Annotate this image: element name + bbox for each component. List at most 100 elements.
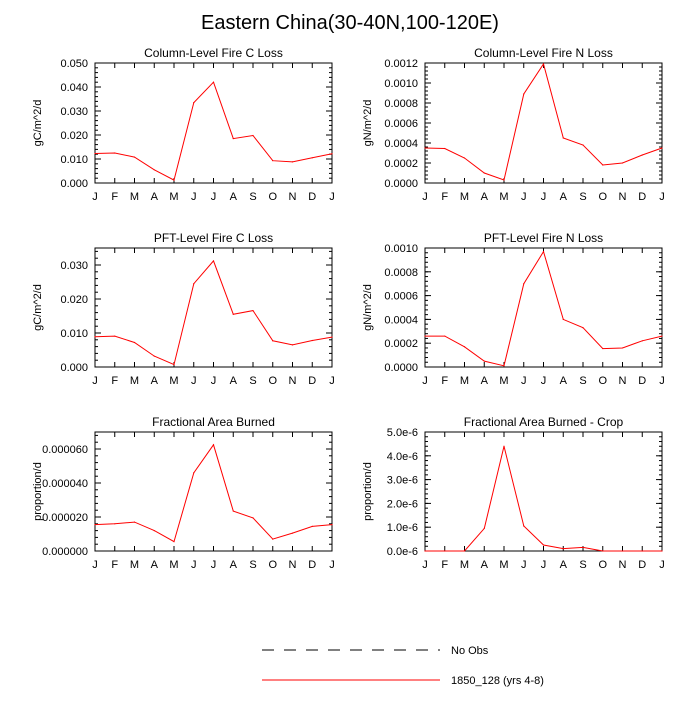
x-tick-label: F bbox=[441, 191, 448, 203]
y-tick-label: 0.0010 bbox=[384, 78, 418, 90]
data-point bbox=[542, 250, 545, 253]
x-tick-label: M bbox=[460, 191, 469, 203]
data-point bbox=[331, 153, 333, 155]
data-point bbox=[193, 472, 195, 474]
x-tick-label: S bbox=[579, 191, 586, 203]
data-point bbox=[212, 444, 215, 446]
x-tick-label: J bbox=[211, 191, 217, 203]
data-point bbox=[311, 525, 313, 527]
x-tick-label: J bbox=[329, 191, 335, 203]
x-tick-label: S bbox=[249, 375, 256, 387]
data-point bbox=[582, 144, 584, 146]
data-point bbox=[542, 63, 545, 65]
x-tick-label: J bbox=[92, 375, 98, 387]
data-point bbox=[133, 521, 136, 523]
y-tick-label: 0.0008 bbox=[384, 267, 418, 279]
x-tick-label: O bbox=[268, 375, 277, 387]
y-tick-label: 0.040 bbox=[60, 82, 88, 94]
data-point bbox=[94, 524, 96, 526]
x-tick-label: M bbox=[499, 559, 508, 571]
series-line bbox=[94, 259, 333, 366]
x-tick-label: A bbox=[481, 375, 489, 387]
x-tick-label: F bbox=[441, 375, 448, 387]
x-tick-label: D bbox=[308, 559, 316, 571]
y-tick-label: 5.0e-6 bbox=[387, 427, 418, 439]
data-point bbox=[424, 550, 426, 552]
x-tick-label: N bbox=[619, 559, 627, 571]
panel-title: PFT-Level Fire N Loss bbox=[484, 231, 603, 245]
y-tick-label: 0.000 bbox=[60, 362, 88, 374]
x-tick-label: A bbox=[151, 191, 159, 203]
data-point bbox=[173, 541, 175, 543]
x-tick-label: M bbox=[169, 375, 178, 387]
y-tick-label: 0.0006 bbox=[384, 291, 418, 303]
data-point bbox=[133, 156, 136, 158]
x-tick-label: M bbox=[130, 191, 139, 203]
x-tick-label: F bbox=[111, 559, 118, 571]
x-tick-label: J bbox=[521, 559, 527, 571]
data-point bbox=[582, 546, 584, 549]
x-tick-label: A bbox=[560, 191, 568, 203]
data-point bbox=[252, 517, 254, 519]
y-axis-label: gN/m^2/d bbox=[362, 284, 374, 331]
y-tick-label: 2.0e-6 bbox=[387, 498, 418, 510]
x-tick-label: A bbox=[481, 559, 489, 571]
data-point bbox=[252, 134, 254, 137]
x-tick-label: J bbox=[659, 375, 665, 387]
x-tick-label: J bbox=[92, 191, 98, 203]
x-tick-label: J bbox=[191, 191, 197, 203]
data-point bbox=[542, 544, 545, 546]
data-point bbox=[232, 138, 234, 140]
data-point bbox=[523, 93, 525, 95]
plot-frame bbox=[94, 247, 333, 368]
y-tick-label: 1.0e-6 bbox=[387, 522, 418, 534]
x-tick-label: S bbox=[249, 559, 256, 571]
x-tick-label: O bbox=[598, 191, 607, 203]
x-tick-label: J bbox=[422, 375, 428, 387]
plot-frame bbox=[94, 62, 333, 184]
x-tick-label: O bbox=[598, 375, 607, 387]
data-point bbox=[562, 137, 564, 139]
x-tick-label: N bbox=[619, 375, 627, 387]
data-point bbox=[503, 445, 505, 447]
legend: No Obs 1850_128 (yrs 4-8) bbox=[262, 645, 544, 687]
y-tick-label: 0.0004 bbox=[384, 138, 418, 150]
data-point bbox=[582, 327, 584, 329]
data-point bbox=[444, 550, 446, 552]
data-point bbox=[212, 260, 215, 262]
data-point bbox=[621, 550, 624, 552]
y-tick-label: 0.010 bbox=[60, 328, 88, 340]
data-point bbox=[424, 147, 426, 149]
data-point bbox=[331, 336, 333, 338]
plot-frame bbox=[94, 431, 333, 552]
x-tick-label: J bbox=[541, 191, 547, 203]
data-point bbox=[193, 102, 195, 104]
x-tick-label: J bbox=[92, 559, 98, 571]
data-point bbox=[503, 179, 505, 181]
x-tick-label: J bbox=[191, 559, 197, 571]
y-tick-label: 0.030 bbox=[60, 260, 88, 272]
data-point bbox=[114, 523, 116, 525]
data-point bbox=[661, 550, 663, 552]
data-point bbox=[562, 318, 564, 320]
data-point bbox=[444, 147, 446, 150]
panel-title: Column-Level Fire C Loss bbox=[144, 46, 283, 60]
y-axis-label: gC/m^2/d bbox=[32, 284, 44, 331]
x-tick-label: D bbox=[638, 375, 646, 387]
series-line bbox=[425, 250, 663, 367]
x-tick-label: A bbox=[230, 375, 238, 387]
data-point bbox=[153, 355, 155, 357]
data-point bbox=[641, 550, 643, 552]
x-tick-label: S bbox=[579, 559, 586, 571]
y-tick-label: 0.000060 bbox=[42, 444, 88, 456]
data-point bbox=[523, 525, 525, 527]
y-tick-label: 0.0010 bbox=[384, 243, 418, 255]
x-tick-label: S bbox=[249, 191, 256, 203]
x-tick-label: D bbox=[308, 375, 316, 387]
data-point bbox=[94, 336, 96, 338]
data-point bbox=[661, 335, 663, 337]
data-point bbox=[114, 152, 116, 154]
data-point bbox=[291, 344, 294, 346]
